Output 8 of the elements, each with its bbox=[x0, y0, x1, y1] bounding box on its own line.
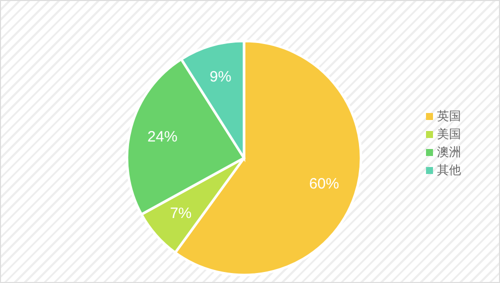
data-label: 60% bbox=[309, 176, 340, 193]
data-label: 7% bbox=[170, 205, 192, 222]
legend-label: 美国 bbox=[437, 126, 461, 140]
legend-label: 澳洲 bbox=[437, 144, 461, 158]
legend-label: 英国 bbox=[437, 108, 461, 122]
data-label: 9% bbox=[210, 68, 232, 86]
legend-label: 其他 bbox=[437, 162, 461, 176]
data-label: 24% bbox=[147, 128, 178, 146]
